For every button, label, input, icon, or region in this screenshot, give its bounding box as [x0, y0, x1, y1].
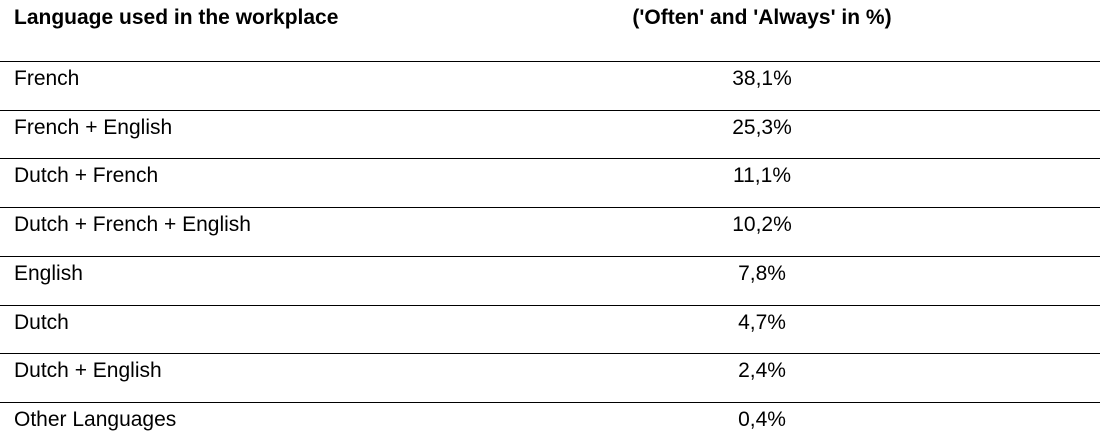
percent-cell: 2,4%	[738, 359, 786, 383]
language-cell: Dutch + French + English	[14, 213, 251, 237]
percent-cell: 4,7%	[738, 310, 786, 334]
language-cell: French + English	[14, 115, 173, 139]
percent-cell: 0,4%	[738, 407, 786, 431]
language-cell: French	[14, 67, 80, 90]
percent-cell: 10,2%	[732, 213, 792, 237]
language-cell: Other Languages	[14, 407, 177, 431]
language-cell: Dutch + English	[14, 359, 162, 383]
row-divider	[0, 304, 1100, 306]
row-divider	[0, 109, 1100, 111]
percent-cell: 38,1%	[732, 67, 792, 90]
language-cell: Dutch	[14, 310, 69, 334]
header-cell: ('Often' and 'Always' in %)	[632, 6, 892, 29]
header-cell: Language used in the workplace	[14, 6, 339, 29]
row-divider	[0, 255, 1100, 257]
row-divider	[0, 61, 1100, 62]
row-divider	[0, 207, 1100, 209]
percent-cell: 25,3%	[732, 115, 792, 139]
language-cell: Dutch + French	[14, 164, 159, 188]
row-divider	[0, 158, 1100, 160]
language-cell: English	[14, 261, 83, 285]
percent-cell: 7,8%	[738, 261, 786, 285]
row-divider	[0, 353, 1100, 355]
row-divider	[0, 401, 1100, 403]
percent-cell: 11,1%	[733, 164, 791, 188]
